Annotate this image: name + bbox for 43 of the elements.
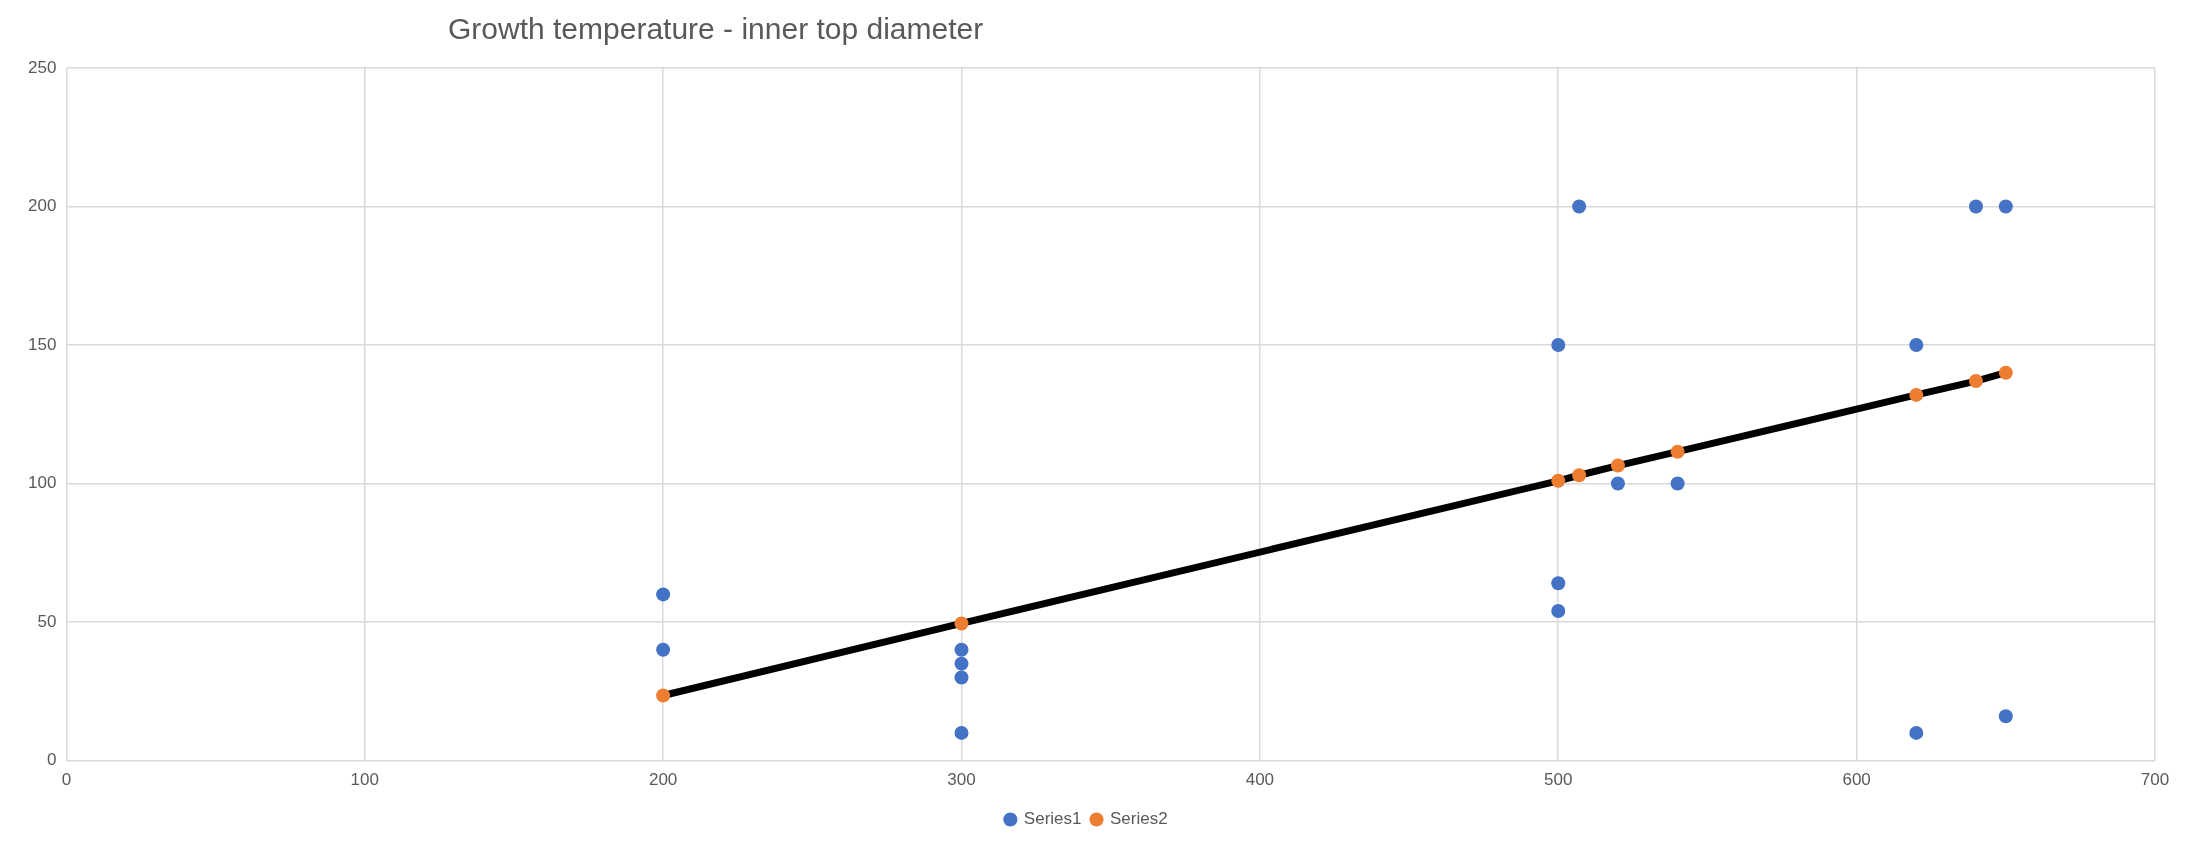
point xyxy=(656,688,671,703)
chart-title: Growth temperature - inner top diameter xyxy=(448,12,984,46)
point xyxy=(1670,444,1685,459)
x-tick-label: 0 xyxy=(61,770,72,790)
point xyxy=(1551,576,1566,591)
x-tick-label: 500 xyxy=(1544,770,1573,790)
x-tick-label: 700 xyxy=(2140,770,2170,790)
point xyxy=(1998,365,2013,380)
point xyxy=(1610,476,1625,491)
point xyxy=(1551,338,1566,353)
point xyxy=(656,587,671,602)
point xyxy=(954,656,969,671)
point xyxy=(1572,468,1587,483)
point xyxy=(656,642,671,657)
point xyxy=(1968,374,1983,389)
x-tick-label: 400 xyxy=(1245,770,1275,790)
point xyxy=(1610,458,1625,473)
point xyxy=(954,725,969,740)
x-tick-label: 300 xyxy=(947,770,976,790)
x-tick-label: 200 xyxy=(648,770,678,790)
y-tick-label: 250 xyxy=(27,57,57,77)
point xyxy=(1909,725,1924,740)
point xyxy=(1909,387,1924,402)
point xyxy=(1968,199,1983,214)
y-tick-label: 50 xyxy=(37,611,57,631)
y-tick-label: 150 xyxy=(27,334,57,354)
point xyxy=(1551,604,1566,618)
point xyxy=(1572,199,1587,214)
point xyxy=(1551,473,1566,488)
y-tick-label: 0 xyxy=(46,750,57,770)
point xyxy=(954,670,969,685)
x-tick-label: 100 xyxy=(350,770,379,790)
point xyxy=(1998,199,2013,214)
point xyxy=(954,642,969,657)
point xyxy=(1909,338,1924,353)
y-tick-label: 200 xyxy=(27,196,57,216)
point xyxy=(954,616,969,631)
y-tick-label: 100 xyxy=(27,473,57,493)
point xyxy=(1670,476,1685,491)
legend-label: Series2 xyxy=(1110,809,1168,829)
legend-label: Series1 xyxy=(1023,809,1082,829)
x-tick-label: 600 xyxy=(1842,770,1871,790)
point xyxy=(1998,709,2013,724)
